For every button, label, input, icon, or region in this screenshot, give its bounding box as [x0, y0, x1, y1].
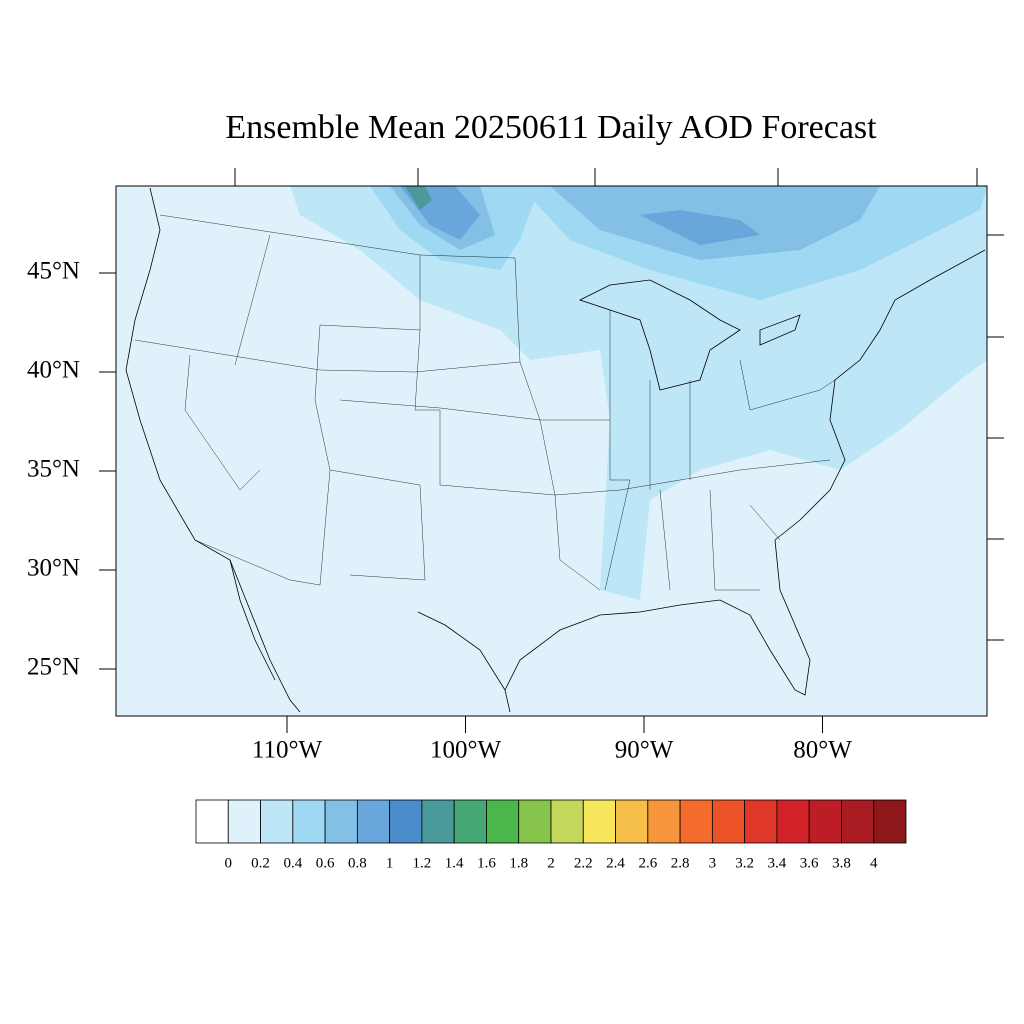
- colorbar-box: [647, 799, 681, 844]
- lake-ontario: [759, 314, 801, 346]
- colorbar-label: 3.4: [768, 855, 787, 871]
- colorbar-box: [486, 799, 520, 844]
- lat-label: 25°N: [27, 654, 80, 681]
- west-coast: [125, 187, 301, 713]
- colorbar-label: 3.2: [735, 855, 754, 871]
- colorbar-box: [841, 799, 875, 844]
- lon-label: 90°W: [615, 737, 674, 764]
- colorbar-box: [227, 799, 261, 844]
- colorbar-box: [808, 799, 842, 844]
- colorbar-box: [711, 799, 746, 844]
- aod-shading: [405, 186, 432, 210]
- lat-label: 35°N: [27, 456, 80, 483]
- state-lines: [134, 214, 836, 591]
- colorbar-label: 2.4: [606, 855, 625, 871]
- colorbar-label: 2.6: [638, 855, 657, 871]
- colorbar-box: [453, 799, 487, 844]
- map-frame: [115, 185, 988, 717]
- lon-label: 100°W: [430, 737, 501, 764]
- title: Ensemble Mean 20250611 Daily AOD Forecas…: [225, 109, 877, 146]
- colorbar-label: 2.2: [574, 855, 593, 871]
- projection-ticks: [234, 168, 1004, 641]
- colorbar-label: 1.8: [509, 855, 528, 871]
- axes: 45°N 40°N 35°N 30°N 25°N 110°W 100°W 90°W 80°W: [27, 258, 852, 764]
- aod-shading: [400, 186, 760, 245]
- frame-ticks: [234, 168, 1004, 641]
- lon-label: 110°W: [252, 737, 323, 764]
- great-lakes: [578, 279, 741, 391]
- colorbar-box: [292, 799, 326, 844]
- aod-shading: [290, 186, 987, 600]
- colorbar-box: [550, 799, 584, 844]
- colorbar-box: [324, 799, 358, 844]
- aod-shading: [390, 186, 880, 260]
- gulf-east-coast: [417, 249, 986, 713]
- colorbar-box: [679, 799, 713, 844]
- lon-label: 80°W: [793, 737, 852, 764]
- colorbar-box: [421, 799, 455, 844]
- colorbar-label: 4: [870, 855, 878, 871]
- colorbar-label: 2.8: [671, 855, 690, 871]
- lat-label: 30°N: [27, 555, 80, 582]
- colorbar-label: 0.8: [348, 855, 367, 871]
- colorbar-label: 3.8: [832, 855, 851, 871]
- colorbar-label: 0: [225, 855, 233, 871]
- coastlines: [125, 187, 986, 713]
- colorbar-label: 0.6: [316, 855, 335, 871]
- colorbar-label: 1.4: [445, 855, 464, 871]
- colorbar-box: [518, 799, 552, 844]
- colorbar-box: [615, 799, 649, 844]
- lat-label: 45°N: [27, 258, 80, 285]
- colorbar-box: [260, 799, 294, 844]
- lat-label: 40°N: [27, 357, 80, 384]
- colorbar-box: [744, 799, 778, 844]
- colorbar-box: [873, 799, 907, 844]
- colorbar-box: [389, 799, 423, 844]
- colorbar-label: 3: [709, 855, 717, 871]
- colorbar-label: 3.6: [800, 855, 819, 871]
- colorbar-label: 1.6: [477, 855, 496, 871]
- colorbar: 0 0.2 0.4 0.6 0.8 1 1.2 1.4 1.6 1.8 2 2.2 2.4 2.6 2.8 3…: [195, 799, 907, 871]
- colorbar-box: [582, 799, 616, 844]
- colorbar-label: 0.2: [251, 855, 270, 871]
- colorbar-label: 1: [386, 855, 394, 871]
- colorbar-box: [195, 799, 229, 844]
- colorbar-box: [356, 799, 391, 844]
- baja: [229, 559, 276, 681]
- colorbar-box: [776, 799, 810, 844]
- colorbar-label: 2: [547, 855, 555, 871]
- colorbar-label: 0.4: [283, 855, 302, 871]
- colorbar-label: 1.2: [413, 855, 432, 871]
- state-borders: [134, 214, 836, 591]
